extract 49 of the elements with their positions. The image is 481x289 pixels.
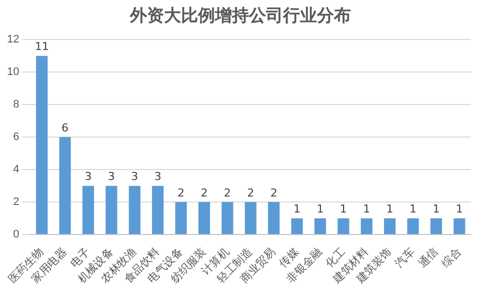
- data-label: 2: [178, 186, 185, 200]
- data-label: 11: [34, 40, 49, 54]
- bar: [430, 218, 442, 234]
- bar: [36, 56, 48, 234]
- y-tick-label: 12: [6, 34, 20, 46]
- data-label: 2: [200, 186, 208, 200]
- x-tick-label: 汽车: [392, 245, 418, 270]
- bar: [175, 202, 187, 234]
- chart-title: 外资大比例增持公司行业分布: [128, 5, 352, 28]
- bar: [384, 218, 396, 234]
- y-tick-label: 4: [13, 164, 20, 176]
- x-tick-label: 综合: [438, 245, 464, 270]
- data-label: 1: [294, 202, 301, 216]
- y-tick-label: 8: [13, 98, 20, 111]
- data-label: 2: [247, 186, 254, 200]
- bar: [291, 218, 303, 234]
- data-label: 6: [62, 121, 69, 134]
- bar: [59, 137, 71, 234]
- data-label: 3: [84, 170, 92, 184]
- data-label: 1: [340, 202, 347, 216]
- bar: [222, 202, 234, 234]
- bar: [152, 186, 164, 234]
- data-label: 3: [108, 170, 115, 184]
- bar: [314, 218, 326, 234]
- bar: [106, 186, 118, 234]
- data-label: 1: [316, 202, 324, 216]
- bar: [128, 186, 140, 234]
- bar: [244, 202, 256, 234]
- data-label: 3: [154, 170, 162, 184]
- bar: [407, 218, 419, 234]
- y-tick-label: 10: [6, 66, 20, 78]
- bar: [338, 218, 350, 234]
- data-label: 3: [131, 170, 138, 184]
- bar: [454, 218, 466, 234]
- data-label: 1: [410, 202, 417, 216]
- data-label: 2: [270, 186, 278, 200]
- y-tick-label: 0: [13, 228, 20, 241]
- y-tick-label: 2: [13, 196, 20, 208]
- data-label: 2: [224, 186, 231, 200]
- data-label: 1: [386, 202, 394, 216]
- bar: [82, 186, 94, 234]
- data-label: 1: [363, 202, 370, 216]
- bar: [198, 202, 210, 234]
- data-label: 1: [456, 202, 463, 216]
- data-label: 1: [432, 202, 440, 216]
- bar: [360, 218, 372, 234]
- bar: [268, 202, 280, 234]
- x-tick-label: 通信: [416, 245, 440, 270]
- y-tick-label: 6: [13, 131, 20, 144]
